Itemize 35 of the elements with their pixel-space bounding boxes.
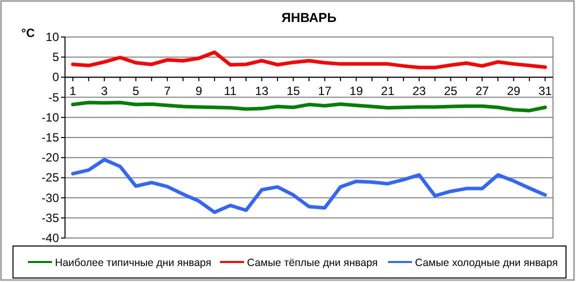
y-tick-label: -5 [48, 90, 60, 104]
y-tick-label: -20 [42, 150, 60, 165]
y-tick-label: 0 [52, 70, 60, 84]
x-tick-label: 7 [164, 84, 171, 98]
x-tick-label: 31 [538, 84, 552, 98]
y-tick-label: -10 [42, 110, 60, 124]
x-tick-label: 27 [475, 84, 490, 98]
x-tick-label: 29 [506, 84, 521, 98]
y-tick-label: 10 [46, 30, 60, 44]
y-tick-label: -40 [42, 231, 60, 245]
x-tick-label: 17 [318, 84, 332, 98]
legend-label: Наиболее типичные дни января [55, 257, 212, 269]
x-tick-label: 13 [255, 84, 269, 98]
x-tick-label: 11 [224, 84, 237, 98]
x-tick-label: 25 [444, 84, 458, 98]
line-series [71, 50, 547, 70]
x-tick-label: 21 [381, 84, 395, 98]
x-tick-label: 9 [195, 84, 202, 98]
x-tick-label: 1 [70, 84, 77, 98]
y-tick-label: -30 [42, 190, 60, 205]
x-tick-label: 5 [132, 84, 140, 98]
y-tick-label: -15 [42, 130, 60, 144]
y-tick-label: -25 [42, 170, 60, 185]
legend-label: Самые тёплые дни января [247, 257, 378, 269]
y-tick-label: -35 [42, 210, 60, 225]
line-series [71, 100, 547, 112]
x-tick-label: 19 [350, 84, 364, 98]
x-tick-label: 23 [412, 84, 426, 98]
x-tick-label: 3 [101, 84, 108, 98]
line-series [71, 158, 547, 214]
y-axis-title: °C [21, 26, 36, 40]
x-tick-label: 15 [286, 84, 300, 98]
y-tick-label: 5 [52, 50, 60, 64]
chart-title: ЯНВАРЬ [282, 10, 336, 25]
legend-label: Самые холодные дни января [415, 257, 558, 269]
